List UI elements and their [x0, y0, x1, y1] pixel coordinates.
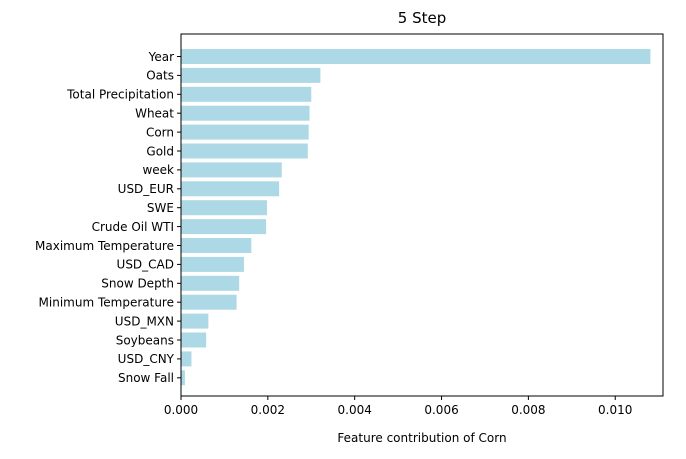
- bar: [181, 332, 207, 348]
- x-tick-label: 0.000: [164, 403, 198, 417]
- bar: [181, 351, 192, 367]
- y-tick-label: Crude Oil WTI: [92, 220, 174, 234]
- bar: [181, 200, 267, 216]
- y-tick-label: Minimum Temperature: [39, 296, 174, 310]
- bar: [181, 275, 240, 291]
- y-tick-label: Year: [148, 50, 174, 64]
- y-tick-label: Total Precipitation: [66, 88, 174, 102]
- y-tick-label: USD_CAD: [117, 258, 174, 272]
- x-tick-label: 0.008: [511, 403, 545, 417]
- x-tick-label: 0.004: [338, 403, 372, 417]
- y-axis-ticks: Year Oats Total Precipitation Wheat Corn Gold…: [35, 50, 181, 385]
- bar: [181, 181, 280, 197]
- y-tick-label: Snow Depth: [101, 277, 174, 291]
- bar: [181, 313, 209, 329]
- y-tick-label: Soybeans: [116, 333, 174, 347]
- x-tick-label: 0.010: [598, 403, 632, 417]
- chart-title: 5 Step: [398, 9, 446, 27]
- y-tick-label: USD_CNY: [118, 352, 175, 366]
- plot-frame: [180, 33, 664, 397]
- bar: [181, 238, 252, 253]
- y-tick-label: week: [142, 163, 174, 177]
- y-tick-label: Corn: [146, 125, 174, 139]
- bar: [181, 294, 237, 310]
- bar: [181, 105, 310, 121]
- bar: [181, 49, 651, 64]
- y-tick-label: Gold: [146, 144, 174, 158]
- x-tick-label: 0.002: [251, 403, 285, 417]
- bar: [181, 86, 312, 102]
- bar: [181, 143, 308, 159]
- x-axis-ticks: 0.000 0.002 0.004 0.006 0.008 0.010: [164, 396, 632, 417]
- y-tick-label: USD_MXN: [115, 314, 174, 328]
- y-tick-label: USD_EUR: [118, 182, 174, 196]
- bar: [181, 256, 244, 272]
- bar: [181, 370, 185, 386]
- bars-layer: [181, 49, 651, 386]
- bar: [181, 219, 267, 235]
- y-tick-label: SWE: [147, 201, 174, 215]
- y-tick-label: Wheat: [135, 107, 174, 121]
- bar: [181, 162, 282, 178]
- x-tick-label: 0.006: [424, 403, 458, 417]
- x-axis-label: Feature contribution of Corn: [337, 431, 506, 445]
- y-tick-label: Maximum Temperature: [35, 239, 174, 253]
- bar: [181, 124, 309, 140]
- y-tick-label: Oats: [146, 69, 174, 83]
- y-tick-label: Snow Fall: [118, 371, 174, 385]
- bar: [181, 67, 321, 83]
